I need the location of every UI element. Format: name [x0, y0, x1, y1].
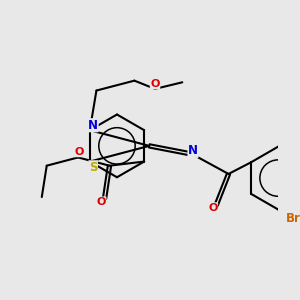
- Text: O: O: [208, 203, 218, 213]
- Text: Br: Br: [286, 212, 300, 225]
- Text: N: N: [88, 119, 98, 132]
- Text: N: N: [188, 144, 198, 157]
- Text: S: S: [89, 161, 98, 174]
- Text: O: O: [74, 147, 84, 157]
- Text: O: O: [150, 79, 160, 89]
- Text: O: O: [97, 197, 106, 207]
